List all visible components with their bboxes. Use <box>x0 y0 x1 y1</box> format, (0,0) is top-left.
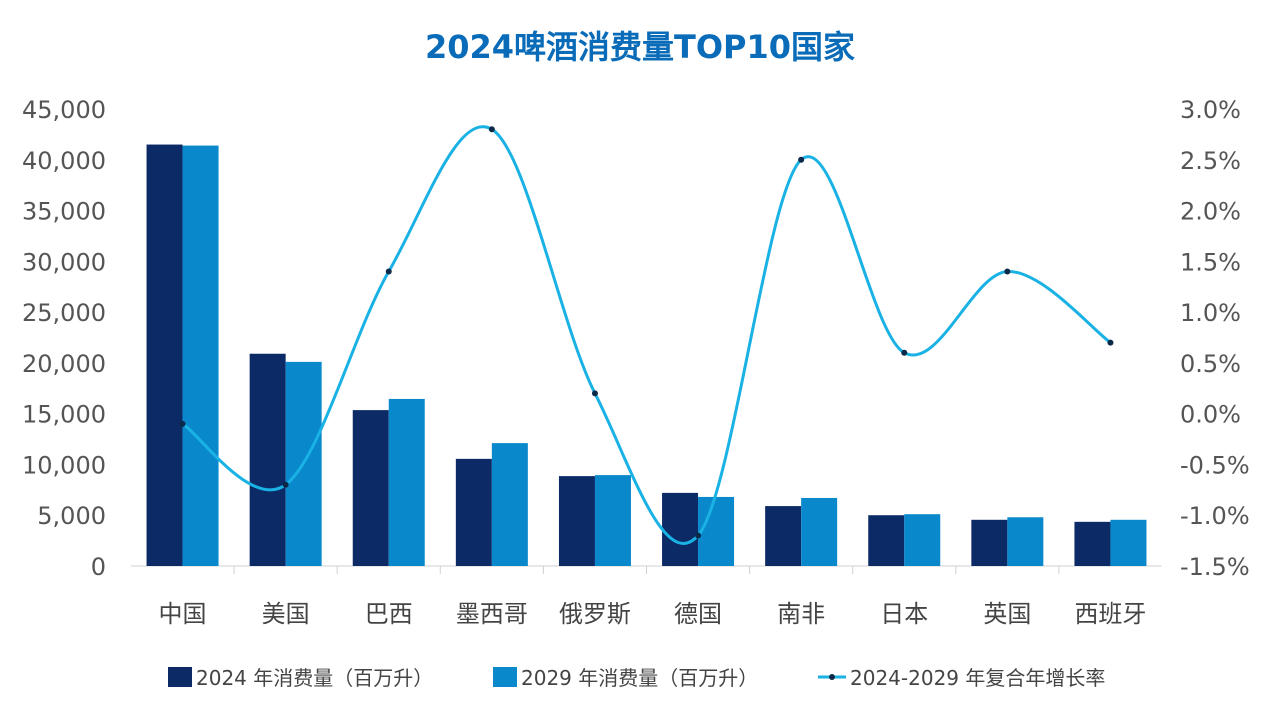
growth-rate-point <box>798 156 805 163</box>
legend-swatch <box>168 667 192 687</box>
y-left-tick-label: 10,000 <box>22 451 106 479</box>
bar-2029 <box>904 514 941 566</box>
chart-title: 2024啤酒消费量TOP10国家 <box>425 28 855 66</box>
y-right-tick-label: 3.0% <box>1180 96 1241 124</box>
growth-rate-point <box>695 532 702 539</box>
bar-2024 <box>146 144 183 567</box>
y-right-tick-label: 0.5% <box>1180 350 1241 378</box>
bar-2029 <box>1110 519 1147 566</box>
bar-2024 <box>765 506 802 566</box>
bar-2029 <box>491 443 528 566</box>
growth-rate-line <box>181 125 1112 545</box>
growth-rate-point <box>282 481 289 488</box>
x-tick-label: 日本 <box>880 600 928 628</box>
y-left-tick-label: 15,000 <box>22 401 106 429</box>
y-left-tick-label: 40,000 <box>22 147 106 175</box>
y-right-tick-label: 1.0% <box>1180 299 1241 327</box>
x-tick-label: 德国 <box>674 600 722 628</box>
bar-2029 <box>182 145 219 566</box>
growth-rate-point <box>1004 268 1011 275</box>
x-tick-label: 巴西 <box>365 600 413 628</box>
bar-2029 <box>698 496 735 566</box>
x-tick-label: 南非 <box>777 600 825 628</box>
bar-2024 <box>558 476 595 566</box>
y-right-tick-label: 1.5% <box>1180 248 1241 276</box>
x-tick-label: 英国 <box>983 600 1031 628</box>
y-left-tick-label: 20,000 <box>22 350 106 378</box>
legend-swatch <box>493 667 517 687</box>
y-right-tick-label: 2.0% <box>1180 198 1241 226</box>
bar-2029 <box>1007 517 1044 566</box>
bar-2024 <box>662 492 699 566</box>
y-right-tick-label: -1.5% <box>1180 553 1250 581</box>
bar-2024 <box>352 410 389 566</box>
legend-label: 2029 年消费量（百万升） <box>521 666 758 690</box>
y-left-tick-label: 25,000 <box>22 299 106 327</box>
legend-label: 2024-2029 年复合年增长率 <box>850 666 1105 690</box>
y-right-tick-label: 0.0% <box>1180 401 1241 429</box>
x-tick-label: 墨西哥 <box>456 600 528 628</box>
y-left-tick-label: 45,000 <box>22 96 106 124</box>
x-tick-label: 西班牙 <box>1074 600 1146 628</box>
y-left-tick-label: 5,000 <box>37 502 106 530</box>
growth-rate-point <box>591 390 598 397</box>
y-left-tick-label: 30,000 <box>22 248 106 276</box>
growth-rate-point <box>179 420 186 427</box>
legend-marker <box>829 674 835 680</box>
y-left-tick-label: 0 <box>91 553 106 581</box>
y-right-tick-label: -0.5% <box>1180 451 1250 479</box>
bar-2029 <box>388 398 425 566</box>
growth-rate-point <box>385 268 392 275</box>
legend-label: 2024 年消费量（百万升） <box>196 666 433 690</box>
y-right-tick-label: -1.0% <box>1180 502 1250 530</box>
x-tick-label: 中国 <box>159 600 207 628</box>
y-right-tick-label: 2.5% <box>1180 147 1241 175</box>
bar-2024 <box>1074 521 1111 566</box>
growth-rate-point <box>488 126 495 133</box>
bar-2024 <box>249 353 286 566</box>
bar-2024 <box>455 458 492 566</box>
x-tick-label: 俄罗斯 <box>559 600 631 628</box>
bar-2024 <box>868 515 905 566</box>
growth-rate-point <box>1107 339 1114 346</box>
bar-2029 <box>801 497 838 566</box>
bar-2024 <box>971 519 1008 566</box>
x-tick-label: 美国 <box>262 600 310 628</box>
bar-2029 <box>594 475 631 566</box>
y-left-tick-label: 35,000 <box>22 198 106 226</box>
growth-rate-point <box>901 349 908 356</box>
